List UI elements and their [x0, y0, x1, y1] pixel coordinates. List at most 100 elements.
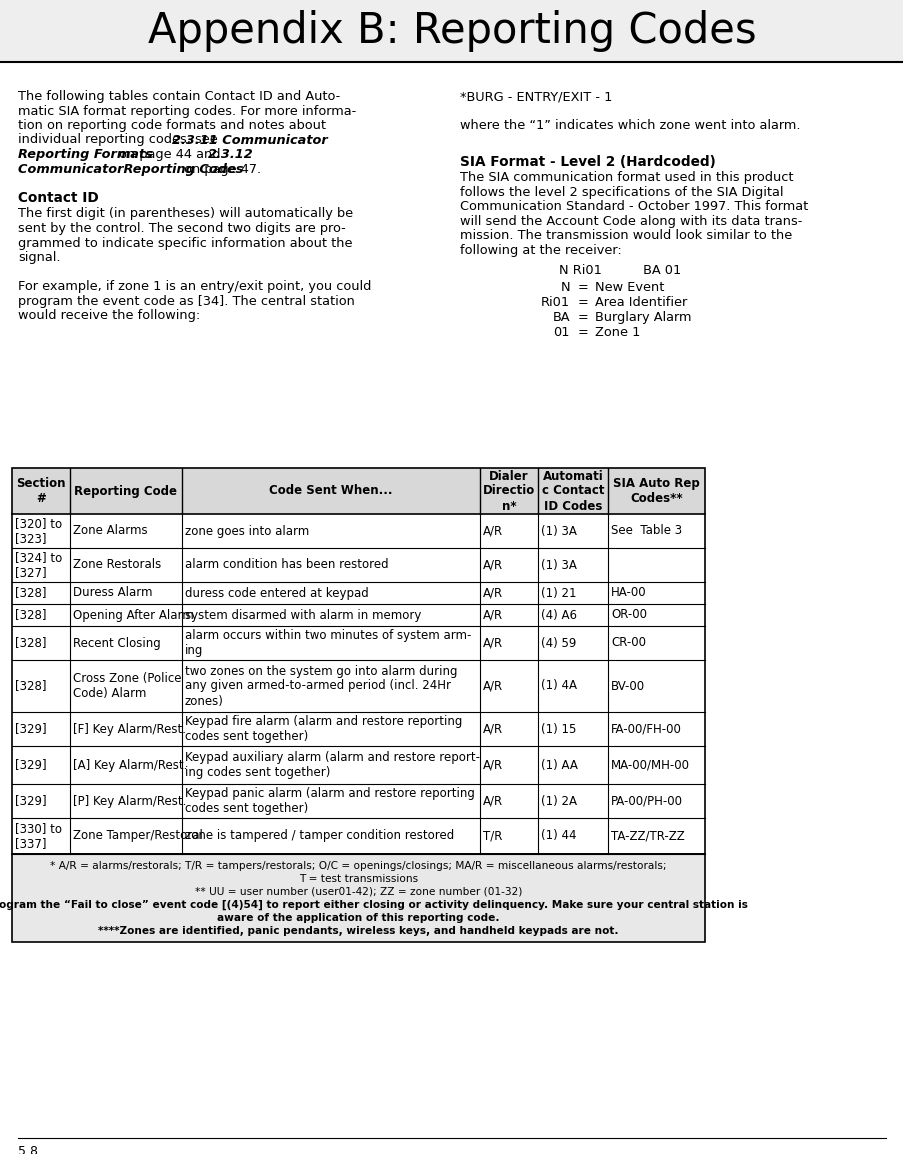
- Text: A/R: A/R: [482, 559, 503, 571]
- Text: grammed to indicate specific information about the: grammed to indicate specific information…: [18, 237, 352, 249]
- Text: Zone Restorals: Zone Restorals: [73, 559, 161, 571]
- Text: [324] to
[327]: [324] to [327]: [15, 550, 62, 579]
- Text: =: =: [577, 327, 588, 339]
- Text: SIA Auto Rep
Codes**: SIA Auto Rep Codes**: [612, 477, 699, 505]
- Text: tion on reporting code formats and notes about: tion on reporting code formats and notes…: [18, 119, 326, 132]
- Text: The following tables contain Contact ID and Auto-: The following tables contain Contact ID …: [18, 90, 340, 103]
- Text: Communication Standard - October 1997. This format: Communication Standard - October 1997. T…: [460, 201, 807, 213]
- Text: will send the Account Code along with its data trans-: will send the Account Code along with it…: [460, 215, 802, 227]
- Text: MA-00/MH-00: MA-00/MH-00: [610, 758, 689, 772]
- Text: The SIA communication format used in this product: The SIA communication format used in thi…: [460, 171, 793, 185]
- Bar: [0, 0, 903, 62]
- Text: T/R: T/R: [482, 830, 502, 842]
- Bar: [12, 469, 704, 854]
- Text: A/R: A/R: [482, 722, 503, 735]
- Text: [328]: [328]: [15, 680, 46, 692]
- Text: [F] Key Alarm/Rest.: [F] Key Alarm/Rest.: [73, 722, 186, 735]
- Text: following at the receiver:: following at the receiver:: [460, 243, 621, 256]
- Text: A/R: A/R: [482, 758, 503, 772]
- Text: (4) A6: (4) A6: [540, 608, 576, 622]
- Text: A/R: A/R: [482, 637, 503, 650]
- Text: BA: BA: [552, 312, 570, 324]
- Text: A/R: A/R: [482, 525, 503, 538]
- Text: T = test transmissions: T = test transmissions: [299, 874, 417, 884]
- Text: [329]: [329]: [15, 794, 47, 808]
- Text: ** UU = user number (user01-42); ZZ = zone number (01-32): ** UU = user number (user01-42); ZZ = zo…: [195, 887, 522, 897]
- Text: Keypad panic alarm (alarm and restore reporting
codes sent together): Keypad panic alarm (alarm and restore re…: [185, 787, 474, 815]
- Text: =: =: [577, 282, 588, 294]
- Text: *BURG - ENTRY/EXIT - 1: *BURG - ENTRY/EXIT - 1: [460, 90, 611, 103]
- Text: A/R: A/R: [482, 794, 503, 808]
- Text: Code Sent When...: Code Sent When...: [269, 485, 392, 497]
- Text: sent by the control. The second two digits are pro-: sent by the control. The second two digi…: [18, 222, 345, 235]
- Text: [328]: [328]: [15, 637, 46, 650]
- Text: zone is tampered / tamper condition restored: zone is tampered / tamper condition rest…: [185, 830, 453, 842]
- Text: [329]: [329]: [15, 758, 47, 772]
- Text: [A] Key Alarm/Rest.: [A] Key Alarm/Rest.: [73, 758, 187, 772]
- Text: (1) 44: (1) 44: [540, 830, 576, 842]
- Text: SIA Format - Level 2 (Hardcoded): SIA Format - Level 2 (Hardcoded): [460, 156, 715, 170]
- Text: 2.3.12: 2.3.12: [208, 148, 254, 162]
- Text: Area Identifier: Area Identifier: [594, 297, 686, 309]
- Bar: [12, 469, 704, 514]
- Text: BV-00: BV-00: [610, 680, 645, 692]
- Text: Dialer
Directio
n*: Dialer Directio n*: [482, 470, 535, 512]
- Text: individual reporting codes, see: individual reporting codes, see: [18, 134, 221, 147]
- Text: alarm condition has been restored: alarm condition has been restored: [185, 559, 388, 571]
- Text: (1) AA: (1) AA: [540, 758, 577, 772]
- Text: two zones on the system go into alarm during
any given armed-to-armed period (in: two zones on the system go into alarm du…: [185, 665, 457, 707]
- Text: [320] to
[323]: [320] to [323]: [15, 517, 62, 545]
- Text: follows the level 2 specifications of the SIA Digital: follows the level 2 specifications of th…: [460, 186, 783, 198]
- Text: See  Table 3: See Table 3: [610, 525, 682, 538]
- Text: FA-00/FH-00: FA-00/FH-00: [610, 722, 681, 735]
- Text: Ri01: Ri01: [540, 297, 570, 309]
- Text: =: =: [577, 297, 588, 309]
- Text: Keypad auxiliary alarm (alarm and restore report-
ing codes sent together): Keypad auxiliary alarm (alarm and restor…: [185, 751, 479, 779]
- Text: program the event code as [34]. The central station: program the event code as [34]. The cent…: [18, 294, 355, 307]
- Text: (1) 4A: (1) 4A: [540, 680, 576, 692]
- Text: [328]: [328]: [15, 586, 46, 599]
- Text: (1) 21: (1) 21: [540, 586, 576, 599]
- Text: Opening After Alarm: Opening After Alarm: [73, 608, 193, 622]
- Text: A/R: A/R: [482, 680, 503, 692]
- Text: alarm occurs within two minutes of system arm-
ing: alarm occurs within two minutes of syste…: [185, 629, 470, 657]
- Text: 5 8: 5 8: [18, 1145, 38, 1154]
- Text: ****Zones are identified, panic pendants, wireless keys, and handheld keypads ar: ****Zones are identified, panic pendants…: [98, 926, 618, 936]
- Text: mission. The transmission would look similar to the: mission. The transmission would look sim…: [460, 230, 791, 242]
- Text: [329]: [329]: [15, 722, 47, 735]
- Text: on page 44 and: on page 44 and: [115, 148, 224, 162]
- Text: 01: 01: [553, 327, 570, 339]
- Text: Reporting Formats: Reporting Formats: [18, 148, 153, 162]
- Text: Reporting Code: Reporting Code: [74, 485, 177, 497]
- Text: N Ri01          BA 01: N Ri01 BA 01: [558, 264, 680, 277]
- Text: [P] Key Alarm/Rest.: [P] Key Alarm/Rest.: [73, 794, 186, 808]
- Text: =: =: [577, 312, 588, 324]
- Text: N: N: [560, 282, 570, 294]
- Text: CR-00: CR-00: [610, 637, 646, 650]
- Text: Section
#: Section #: [16, 477, 66, 505]
- Bar: [12, 854, 704, 942]
- Text: Contact ID: Contact ID: [18, 192, 98, 205]
- Text: (1) 15: (1) 15: [540, 722, 576, 735]
- Text: Appendix B: Reporting Codes: Appendix B: Reporting Codes: [147, 10, 756, 52]
- Text: New Event: New Event: [594, 282, 664, 294]
- Text: Zone Tamper/Restoral: Zone Tamper/Restoral: [73, 830, 202, 842]
- Text: Recent Closing: Recent Closing: [73, 637, 161, 650]
- Text: TA-ZZ/TR-ZZ: TA-ZZ/TR-ZZ: [610, 830, 684, 842]
- Text: would receive the following:: would receive the following:: [18, 309, 200, 322]
- Text: Zone 1: Zone 1: [594, 327, 639, 339]
- Text: Zone Alarms: Zone Alarms: [73, 525, 147, 538]
- Text: 2.3.11 Communicator: 2.3.11 Communicator: [172, 134, 328, 147]
- Text: Automati
c Contact
ID Codes: Automati c Contact ID Codes: [541, 470, 603, 512]
- Text: For example, if zone 1 is an entry/exit point, you could: For example, if zone 1 is an entry/exit …: [18, 280, 371, 293]
- Text: Duress Alarm: Duress Alarm: [73, 586, 153, 599]
- Text: (1) 2A: (1) 2A: [540, 794, 576, 808]
- Text: on page 47.: on page 47.: [180, 163, 261, 175]
- Text: where the “1” indicates which zone went into alarm.: where the “1” indicates which zone went …: [460, 119, 800, 132]
- Text: CommunicatorReporting Codes: CommunicatorReporting Codes: [18, 163, 243, 175]
- Text: system disarmed with alarm in memory: system disarmed with alarm in memory: [185, 608, 421, 622]
- Text: PA-00/PH-00: PA-00/PH-00: [610, 794, 683, 808]
- Text: * A/R = alarms/restorals; T/R = tampers/restorals; O/C = openings/closings; MA/R: * A/R = alarms/restorals; T/R = tampers/…: [51, 861, 666, 871]
- Text: matic SIA format reporting codes. For more informa-: matic SIA format reporting codes. For mo…: [18, 105, 356, 118]
- Text: [328]: [328]: [15, 608, 46, 622]
